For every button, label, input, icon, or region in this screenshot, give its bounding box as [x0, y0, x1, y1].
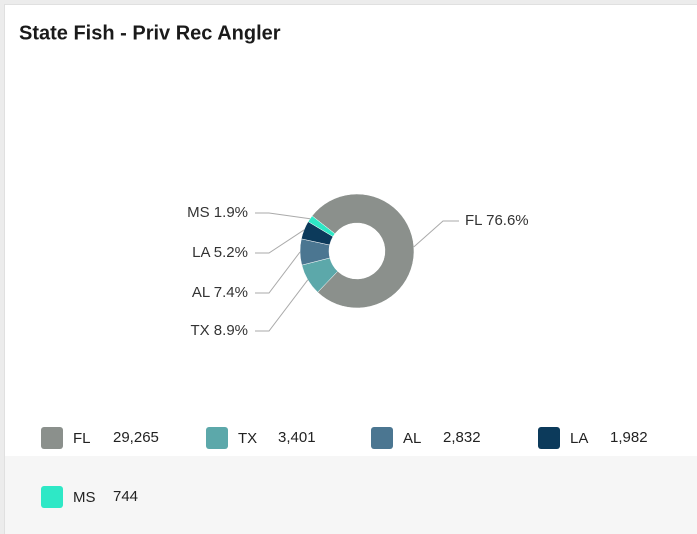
slice-label: AL 7.4%	[192, 284, 248, 301]
slice-label: MS 1.9%	[187, 204, 248, 221]
legend-swatch	[41, 427, 63, 449]
slice-label: FL 76.6%	[465, 212, 529, 229]
leader-line	[255, 212, 311, 220]
leader-line	[255, 229, 305, 254]
chart: State Fish - Priv Rec Angler FL 76.6% TX …	[5, 22, 697, 534]
slice-label: LA 5.2%	[192, 244, 248, 261]
legend-swatch	[371, 427, 393, 449]
leader-line	[255, 251, 301, 294]
slice-label: TX 8.9%	[190, 322, 248, 339]
legend-label: LA	[570, 430, 588, 447]
legend-label: MS	[73, 489, 96, 506]
leader-line	[255, 279, 309, 332]
legend-swatch	[41, 486, 63, 508]
donut-slice	[307, 215, 336, 237]
legend-value: 2,832	[443, 429, 481, 446]
donut-slice	[311, 193, 415, 309]
legend-label: AL	[403, 430, 421, 447]
card: State Fish - Priv Rec Angler FL 76.6% TX …	[4, 4, 697, 534]
legend-band	[5, 456, 697, 534]
leader-line	[413, 220, 459, 248]
legend-swatch	[538, 427, 560, 449]
chart-title: State Fish - Priv Rec Angler	[19, 22, 281, 44]
legend-value: 1,982	[610, 429, 648, 446]
legend-value: 744	[113, 488, 138, 505]
legend-label: FL	[73, 430, 91, 447]
legend-value: 29,265	[113, 429, 159, 446]
legend-swatch	[206, 427, 228, 449]
legend-value: 3,401	[278, 429, 316, 446]
legend-label: TX	[238, 430, 257, 447]
